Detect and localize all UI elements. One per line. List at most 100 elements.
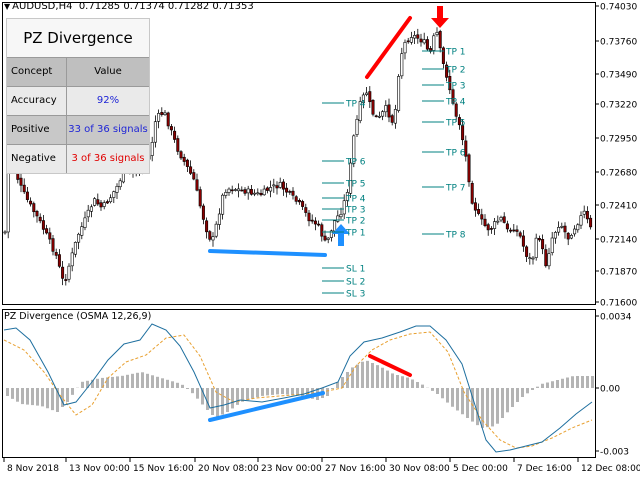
candle-body [512,229,516,232]
candle-body [518,232,522,237]
oscillator-bullish-divergence [208,391,325,422]
candle-body [163,112,167,115]
triangle-down-icon[interactable]: ▼ [4,2,11,11]
histogram-bar [436,388,439,394]
candle-body [413,35,417,39]
histogram-bar [96,378,99,388]
price-tick-label: 0.73760 [600,38,637,48]
osc-tick-label: 0.0034 [600,313,632,323]
candle-body [406,40,410,43]
histogram-bar [6,388,9,396]
candle-body [358,101,362,122]
candle-body [102,202,106,207]
candle-body [240,189,244,192]
price-tick-label: 0.72950 [600,135,637,145]
candle-body [557,227,561,233]
histogram-bar [561,378,564,388]
candle-body [313,220,317,225]
candle-body [454,103,458,117]
time-tick-label: 5 Dec 00:00 [453,464,508,474]
bullish-divergence-line [208,249,327,257]
histogram-bar [371,363,374,388]
histogram-bar [186,388,189,389]
row-concept: Accuracy [7,87,67,115]
candle-body [531,257,535,260]
histogram-bar [196,388,199,399]
candle-body [409,37,413,43]
histogram-bar [276,388,279,395]
histogram-bar [151,375,154,388]
histogram-bar [531,388,534,390]
histogram-bar [181,384,184,388]
histogram-bar [31,388,34,406]
candle-body [73,242,77,255]
histogram-bar [451,388,454,407]
row-value: 3 of 36 signals [71,153,145,164]
histogram-bar [286,388,289,395]
histogram-bar [176,382,179,388]
candle-body [345,192,349,201]
histogram-bar [351,367,354,388]
histogram-bar [231,388,234,409]
histogram-bar [301,388,304,397]
tp-level-label: TP 6 [345,158,366,168]
osc-tick-label: 0.00 [600,385,620,395]
candle-body [336,215,340,222]
candle-body [473,202,477,211]
histogram-bar [326,388,329,396]
candle-body [451,89,455,104]
candle-body [294,196,298,202]
candle-body [534,237,538,258]
candle-body [195,179,199,191]
histogram-bar [216,388,219,417]
candle-body [297,200,301,203]
candle-body [403,42,407,54]
histogram-bar [486,388,489,428]
histogram-bar [11,388,14,399]
table-row: Accuracy 92% [7,86,149,115]
candle-body [227,188,231,193]
histogram-bar [71,388,74,395]
histogram-bar [551,381,554,388]
candle-body [525,246,529,257]
candle-body [29,200,33,205]
candle-body [51,238,55,252]
tp-level-label: TP 3 [445,82,466,92]
candle-body [32,203,36,213]
col-value: Value [94,66,122,77]
candle-body [83,217,87,228]
price-tick-label: 0.71600 [600,299,637,309]
tp-level-label: TP 2 [345,217,366,227]
candle-body [371,99,375,115]
histogram-bar [141,372,144,388]
candle-body [438,31,442,49]
tp-level-label: TP 7 [445,184,466,194]
candle-body [221,194,225,215]
candle-body [307,212,311,222]
candle-body [77,233,81,243]
sell-arrow-icon [431,6,449,28]
oscillator-bearish-divergence [368,354,412,377]
candle-body [374,115,378,118]
histogram-bar [171,381,174,388]
histogram-bar [41,388,44,407]
candle-body [310,219,314,222]
candle-body [224,192,228,196]
candle-body [3,231,7,234]
symbol-header: ▼ AUDUSD,H4 0.71285 0.71374 0.71282 0.713… [4,1,254,12]
candle-body [544,249,548,267]
histogram-bar [56,388,59,412]
histogram-bar [446,388,449,403]
price-tick-label: 0.73220 [600,101,637,111]
candle-body [269,187,273,192]
candle-body [237,188,241,192]
table-row: Negative 3 of 36 signals [7,144,149,173]
candle-body [208,231,212,240]
histogram-bar [206,388,209,410]
histogram-bar [221,388,224,415]
histogram-bar [416,382,419,388]
candle-body [153,121,157,143]
histogram-bar [431,388,434,391]
candle-body [499,217,503,221]
